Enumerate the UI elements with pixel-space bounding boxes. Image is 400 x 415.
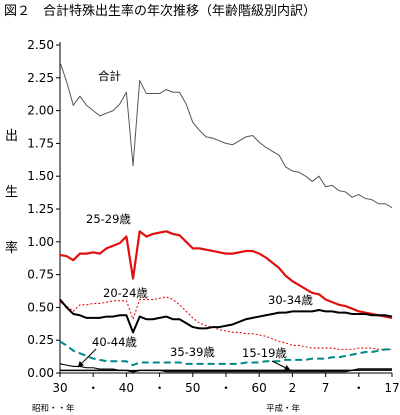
series-line-total [59,61,393,209]
y-tick-label: 2.50 [27,38,54,52]
y-axis-label-char-1: 出 [5,129,18,144]
series-line-25-29 [59,230,393,319]
series-label-20-24: 20-24歳 [103,286,148,300]
y-tick-label: 1.75 [27,136,54,150]
x-tick-label: 40 [119,381,134,395]
series-label-30-34: 30-34歳 [268,293,313,307]
x-tick-label: ・ [220,381,232,395]
y-axis-label-char-3: 率 [5,240,18,256]
y-tick-label: 2.25 [27,71,54,85]
x-tick-label: 60 [252,381,267,395]
series-line-40-44 [59,363,392,373]
series-line-30-34 [59,298,393,334]
y-tick-label: 0.50 [27,300,54,314]
series-label-15-19: 15-19歳 [242,346,287,360]
y-tick-label: 0.25 [27,333,54,347]
series-label-35-39: 35-39歳 [170,345,215,359]
y-tick-label: 1.25 [27,202,54,216]
chart-title: 図２ 合計特殊出生率の年次推移（年齢階級別内訳） [4,3,316,19]
x-tick-label: 7 [322,381,330,395]
y-tick-label: 0.75 [27,268,54,282]
series-label-25-29: 25-29歳 [86,212,131,226]
arrow-15-19 [271,360,291,371]
x-tick-label: 30 [52,381,67,395]
x-tick-label: 2 [289,381,297,395]
x-tick-label: 50 [185,381,200,395]
y-tick-label: 1.00 [27,235,54,249]
series-label-total: 合計 [98,69,121,83]
y-tick-label: 0.00 [27,366,54,380]
y-axis-label-char-2: 生 [5,185,18,200]
y-tick-label: 1.50 [27,169,54,183]
series-line-35-39 [59,340,392,367]
x-tick-label: ・ [87,381,99,395]
plot-area: 2.50 2.25 2.00 1.75 1.50 1.25 1.00 0.75 0.50 0.25… [27,38,399,395]
series-label-40-44: 40-44歳 [92,335,137,349]
series-line-15-19 [60,368,392,373]
y-tick-label: 2.00 [27,104,54,118]
x-tick-label: ・ [353,381,365,395]
x-era-label-heisei: 平成・年 [266,403,301,414]
x-era-label-showa: 昭和・・年 [32,403,75,414]
x-tick-label: 17 [384,381,399,395]
series-line-20-24 [59,296,392,350]
x-tick-label: ・ [154,381,166,395]
arrow-40-44 [77,348,97,368]
